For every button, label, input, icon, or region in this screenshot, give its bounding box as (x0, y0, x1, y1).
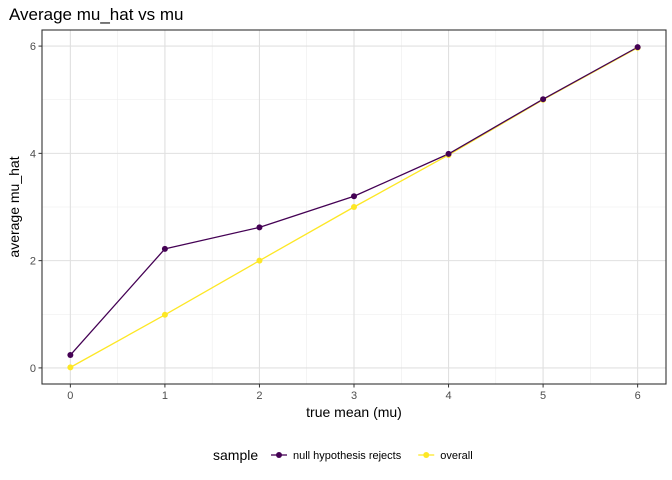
data-point-null-hypothesis-rejects (67, 352, 74, 359)
data-point-null-hypothesis-rejects (540, 96, 547, 103)
x-axis-title: true mean (mu) (306, 404, 402, 420)
legend-item-overall: overall (418, 450, 473, 462)
x-tick-label: 5 (540, 390, 546, 402)
series-points (67, 44, 641, 371)
data-point-null-hypothesis-rejects (634, 44, 641, 51)
data-point-null-hypothesis-rejects (256, 224, 263, 231)
y-tick-label: 0 (30, 363, 36, 375)
x-tick-label: 1 (162, 390, 168, 402)
data-point-null-hypothesis-rejects (351, 193, 357, 200)
data-point-null-hypothesis-rejects (445, 150, 452, 157)
legend-items: null hypothesis rejects overall (271, 450, 473, 462)
data-point-overall (256, 257, 263, 264)
x-tick-label: 6 (635, 390, 641, 402)
data-point-overall (161, 311, 168, 318)
legend-label: overall (440, 450, 472, 462)
x-tick-label: 0 (67, 390, 73, 402)
legend: sample null hypothesis rejects overall (213, 447, 473, 463)
legend-label: null hypothesis rejects (293, 450, 402, 462)
legend-key-point (276, 452, 282, 458)
minor-gridlines (42, 30, 666, 384)
y-axis-title: average mu_hat (6, 156, 22, 257)
x-tick-label: 2 (256, 390, 262, 402)
data-point-overall (351, 204, 357, 210)
legend-item-null-hypothesis-rejects: null hypothesis rejects (271, 450, 402, 462)
y-axis: 0 2 4 6 (30, 41, 42, 375)
data-point-overall (67, 364, 74, 371)
legend-key-point (423, 452, 430, 458)
y-tick-label: 2 (30, 256, 36, 268)
x-axis: 0 1 2 3 4 5 6 (67, 384, 641, 402)
y-tick-label: 6 (30, 41, 36, 53)
major-gridlines (42, 30, 666, 384)
legend-title: sample (213, 447, 258, 463)
y-tick-label: 4 (30, 148, 36, 160)
x-tick-label: 3 (351, 390, 357, 402)
data-point-null-hypothesis-rejects (161, 245, 168, 252)
x-tick-label: 4 (445, 390, 451, 402)
chart-title: Average mu_hat vs mu (9, 5, 184, 24)
